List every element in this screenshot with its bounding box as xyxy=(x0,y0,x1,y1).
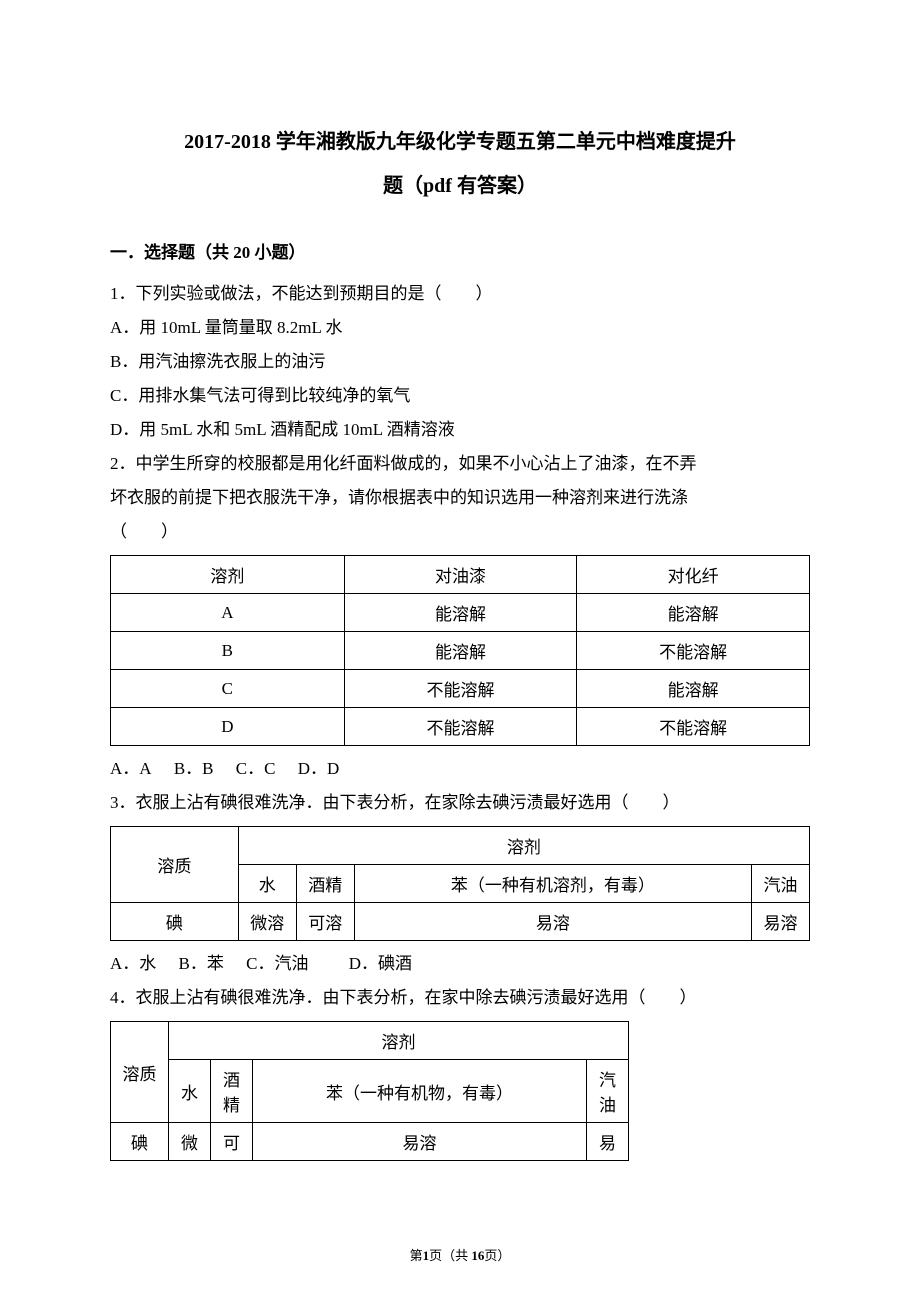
document-title: 2017-2018 学年湘教版九年级化学专题五第二单元中档难度提升 题（pdf … xyxy=(110,120,810,208)
table-row: 水 酒精 苯（一种有机物，有毒） 汽油 xyxy=(111,1060,629,1123)
q2-r2c2: 能溶解 xyxy=(577,670,810,708)
q2-r1c0: B xyxy=(111,632,345,670)
table-row: 碘 微 可 易溶 易 xyxy=(111,1123,629,1161)
q4-r0c0: 溶质 xyxy=(111,1022,169,1123)
table-row: A 能溶解 能溶解 xyxy=(111,594,810,632)
table-row: 碘 微溶 可溶 易溶 易溶 xyxy=(111,903,810,941)
q3-r1c1: 酒精 xyxy=(296,865,354,903)
q2-opt-A: A．A xyxy=(110,759,152,778)
q2-options: A．A B．B C．C D．D xyxy=(110,752,810,786)
page: 2017-2018 学年湘教版九年级化学专题五第二单元中档难度提升 题（pdf … xyxy=(0,0,920,1302)
q3-r2c3: 易溶 xyxy=(354,903,751,941)
q3-r0c0: 溶质 xyxy=(111,827,239,903)
q4-stem: 4．衣服上沾有碘很难洗净．由下表分析，在家中除去碘污渍最好选用（ ） xyxy=(110,981,810,1015)
q2-r0c0: A xyxy=(111,594,345,632)
q2-r3c2: 不能溶解 xyxy=(577,708,810,746)
q2-stem-line1: 2．中学生所穿的校服都是用化纤面料做成的，如果不小心沾上了油漆，在不弄 xyxy=(110,447,810,481)
q1-option-C: C．用排水集气法可得到比较纯净的氧气 xyxy=(110,379,810,413)
q2-th-1: 对油漆 xyxy=(344,556,577,594)
q4-r0c1: 溶剂 xyxy=(169,1022,629,1060)
footer-total: 16 xyxy=(471,1248,484,1263)
q3-table: 溶质 溶剂 水 酒精 苯（一种有机溶剂，有毒） 汽油 碘 微溶 可溶 易溶 易溶 xyxy=(110,826,810,941)
q4-r2c3: 易溶 xyxy=(253,1123,587,1161)
q3-r0c1: 溶剂 xyxy=(238,827,809,865)
q2-th-0: 溶剂 xyxy=(111,556,345,594)
q3-r2c0: 碘 xyxy=(111,903,239,941)
q1-option-B: B．用汽油擦洗衣服上的油污 xyxy=(110,345,810,379)
table-row: D 不能溶解 不能溶解 xyxy=(111,708,810,746)
q2-opt-C: C．C xyxy=(236,759,276,778)
q2-opt-B: B．B xyxy=(174,759,214,778)
footer-mid: 页（共 xyxy=(429,1248,471,1263)
q2-r0c2: 能溶解 xyxy=(577,594,810,632)
q2-r1c2: 不能溶解 xyxy=(577,632,810,670)
section-heading: 一．选择题（共 20 小题） xyxy=(110,238,810,263)
q2-r3c1: 不能溶解 xyxy=(344,708,577,746)
table-row: B 能溶解 不能溶解 xyxy=(111,632,810,670)
title-line-1: 2017-2018 学年湘教版九年级化学专题五第二单元中档难度提升 xyxy=(110,120,810,164)
title-line-2: 题（pdf 有答案） xyxy=(110,164,810,208)
q3-r2c1: 微溶 xyxy=(238,903,296,941)
page-footer: 第1页（共 16页） xyxy=(110,1245,810,1264)
q3-opt-C: C．汽油 xyxy=(246,954,308,973)
q3-opt-D: D．碘酒 xyxy=(349,954,412,973)
q4-r2c4: 易 xyxy=(587,1123,629,1161)
q4-r1c3: 苯（一种有机物，有毒） xyxy=(253,1060,587,1123)
q3-r1c2: 苯（一种有机溶剂，有毒） xyxy=(354,865,751,903)
q3-r1c0: 水 xyxy=(238,865,296,903)
q4-table: 溶质 溶剂 水 酒精 苯（一种有机物，有毒） 汽油 碘 微 可 易溶 易 xyxy=(110,1021,629,1161)
q2-r2c0: C xyxy=(111,670,345,708)
q3-opt-B: B．苯 xyxy=(179,954,224,973)
q4-r2c1: 微 xyxy=(169,1123,211,1161)
table-row: 溶质 溶剂 xyxy=(111,827,810,865)
footer-prefix: 第 xyxy=(410,1248,423,1263)
q3-r2c2: 可溶 xyxy=(296,903,354,941)
table-row: C 不能溶解 能溶解 xyxy=(111,670,810,708)
q1-option-A: A．用 10mL 量筒量取 8.2mL 水 xyxy=(110,311,810,345)
q3-r1c3: 汽油 xyxy=(752,865,810,903)
q4-r2c2: 可 xyxy=(211,1123,253,1161)
q4-r1c1: 水 xyxy=(169,1060,211,1123)
q4-r1c2: 酒精 xyxy=(211,1060,253,1123)
q2-r1c1: 能溶解 xyxy=(344,632,577,670)
q1-stem: 1．下列实验或做法，不能达到预期目的是（ ） xyxy=(110,277,810,311)
q3-r2c4: 易溶 xyxy=(752,903,810,941)
q3-options: A．水 B．苯 C．汽油 D．碘酒 xyxy=(110,947,810,981)
q4-r1c4: 汽油 xyxy=(587,1060,629,1123)
q2-stem-line2: 坏衣服的前提下把衣服洗干净，请你根据表中的知识选用一种溶剂来进行洗涤 xyxy=(110,481,810,515)
q1-option-D: D．用 5mL 水和 5mL 酒精配成 10mL 酒精溶液 xyxy=(110,413,810,447)
footer-suffix: 页） xyxy=(484,1248,510,1263)
q3-opt-A: A．水 xyxy=(110,954,156,973)
q2-table: 溶剂 对油漆 对化纤 A 能溶解 能溶解 B 能溶解 不能溶解 C 不能溶解 能… xyxy=(110,555,810,746)
q2-r0c1: 能溶解 xyxy=(344,594,577,632)
q4-r2c0: 碘 xyxy=(111,1123,169,1161)
q2-r3c0: D xyxy=(111,708,345,746)
q2-r2c1: 不能溶解 xyxy=(344,670,577,708)
q2-th-2: 对化纤 xyxy=(577,556,810,594)
q2-opt-D: D．D xyxy=(298,759,340,778)
q2-stem-line3: （ ） xyxy=(110,515,810,549)
q2-table-header-row: 溶剂 对油漆 对化纤 xyxy=(111,556,810,594)
q3-stem: 3．衣服上沾有碘很难洗净．由下表分析，在家除去碘污渍最好选用（ ） xyxy=(110,786,810,820)
table-row: 溶质 溶剂 xyxy=(111,1022,629,1060)
